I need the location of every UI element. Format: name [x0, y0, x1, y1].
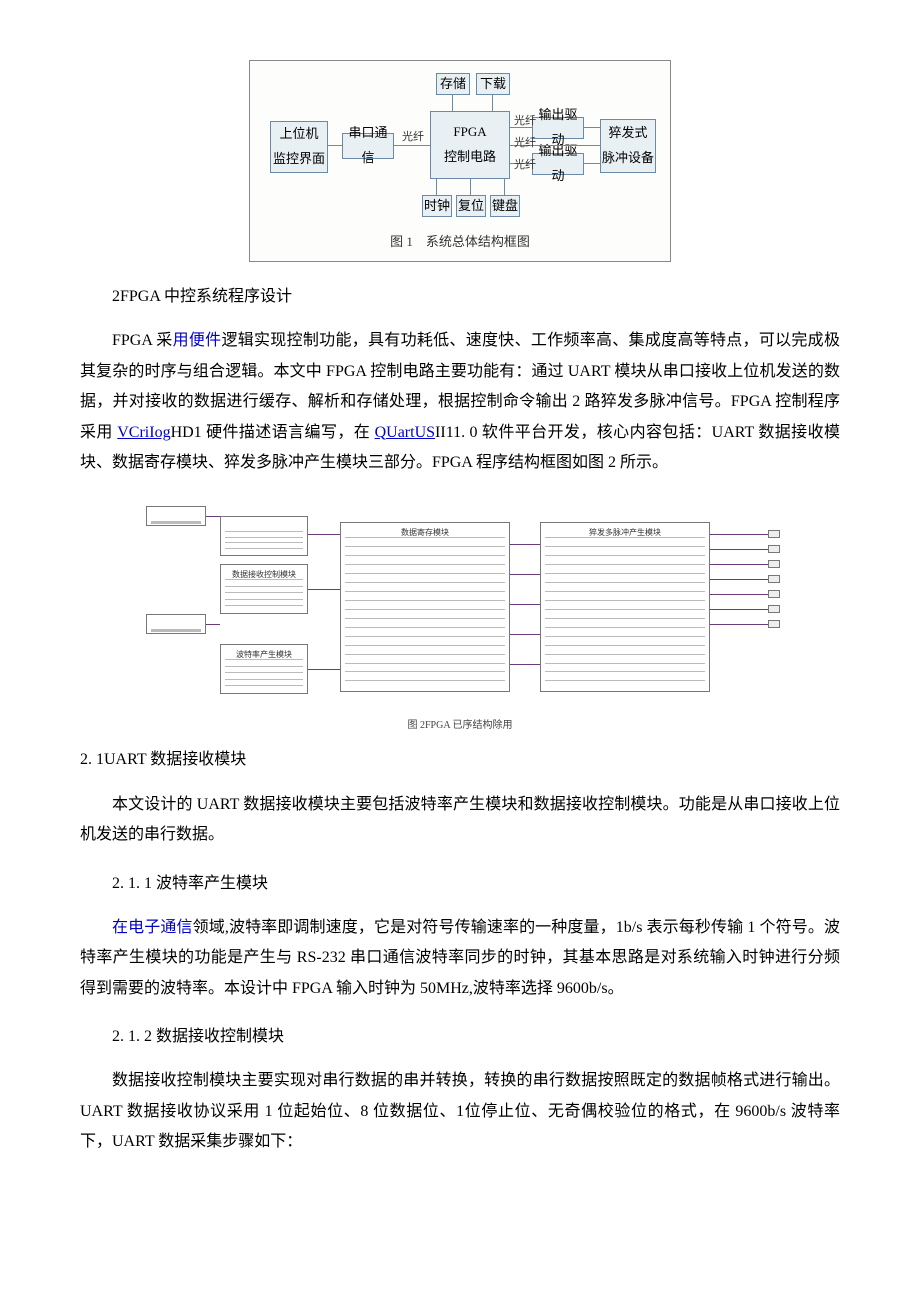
- p1a: FPGA 采: [112, 332, 173, 349]
- figure-2: 数据接收控制模块波特率产生模块数据寄存模块猝发多脉冲产生模块: [140, 494, 780, 714]
- para-fpga-intro: FPGA 采用便件逻辑实现控制功能，具有功耗低、速度快、工作频率高、集成度高等特…: [80, 326, 840, 478]
- fig1-key: 键盘: [490, 195, 520, 217]
- fig1-caption: 图 1 系统总体结构框图: [250, 230, 670, 255]
- fig1-host: 上位机 监控界面: [270, 121, 328, 173]
- figure-1: 上位机 监控界面 串口通信 FPGA 控制电路 存储 下载 输出驱动 输出驱动 …: [249, 60, 671, 262]
- fig1-serial: 串口通信: [342, 133, 394, 159]
- link-verilog[interactable]: VCriIog: [117, 424, 170, 441]
- sec211-body: 领域,波特率即调制速度，它是对符号传输速率的一种度量，1b/s 表示每秒传输 1…: [80, 919, 840, 997]
- section2-title: 2FPGA 中控系统程序设计: [80, 282, 840, 312]
- fig1-drive2: 输出驱动: [532, 153, 584, 175]
- sec212-para: 数据接收控制模块主要实现对串行数据的串并转换，转换的串行数据按照既定的数据帧格式…: [80, 1066, 840, 1157]
- link-quartus[interactable]: QUartUS: [375, 424, 435, 441]
- fig1-dload: 下载: [476, 73, 510, 95]
- fig1-fiber1: 光纤: [402, 127, 424, 148]
- fig1-pulse: 猝发式 脉冲设备: [600, 119, 656, 173]
- fig1-fiber2: 光纤: [514, 111, 536, 132]
- link-yongbianjian[interactable]: 用便件: [173, 332, 222, 349]
- sec212-title: 2. 1. 2 数据接收控制模块: [80, 1022, 840, 1052]
- sec211-link[interactable]: 在电子通信: [112, 919, 193, 936]
- sec211-title: 2. 1. 1 波特率产生模块: [80, 869, 840, 899]
- sec21-title: 2. 1UART 数据接收模块: [80, 745, 840, 775]
- fig1-fiber4: 光纤: [514, 155, 536, 176]
- fig2-caption: 图 2FPGA 已序结构除用: [80, 716, 840, 735]
- fig1-clock: 时钟: [422, 195, 452, 217]
- fig1-fpga: FPGA 控制电路: [430, 111, 510, 179]
- sec21-para: 本文设计的 UART 数据接收模块主要包括波特率产生模块和数据接收控制模块。功能…: [80, 790, 840, 851]
- p1c: HD1 硬件描述语言编写，在: [171, 424, 375, 441]
- sec211-para: 在电子通信领域,波特率即调制速度，它是对符号传输速率的一种度量，1b/s 表示每…: [80, 913, 840, 1004]
- fig1-store: 存储: [436, 73, 470, 95]
- fig1-fiber3: 光纤: [514, 133, 536, 154]
- fig1-reset: 复位: [456, 195, 486, 217]
- fig1-drive1: 输出驱动: [532, 117, 584, 139]
